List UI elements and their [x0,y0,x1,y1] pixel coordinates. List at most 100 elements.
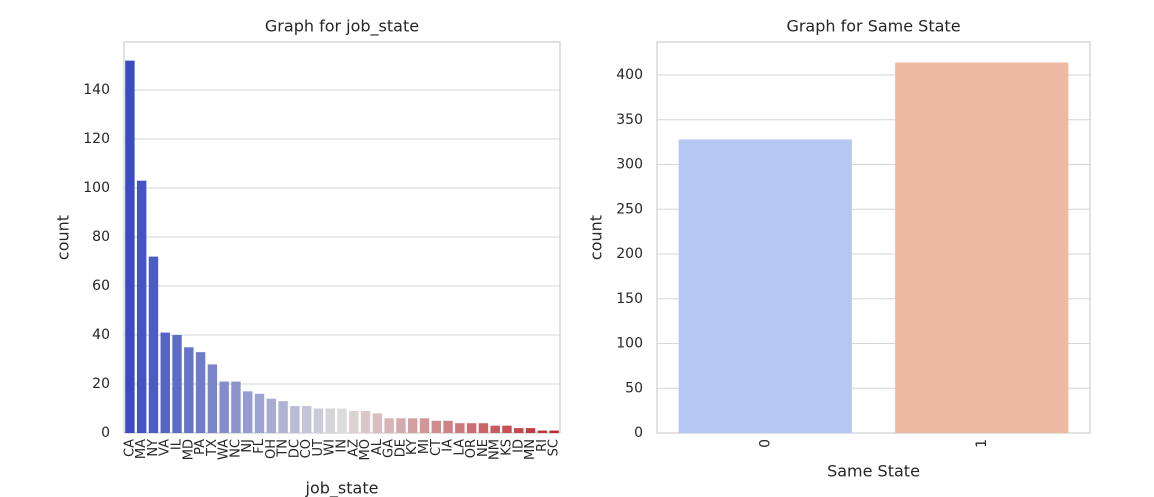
x-tick-label: 0 [757,439,773,448]
bar [478,423,489,433]
bar [160,332,170,433]
x-tick-label: OH [264,439,279,459]
y-tick-label: 250 [616,201,643,217]
bar [349,410,359,433]
bar [243,391,253,433]
bar [337,408,347,433]
chart-title: Graph for job_state [265,17,419,37]
x-tick-label: 1 [974,439,990,448]
bar [455,423,465,433]
y-tick-label: 400 [616,67,643,83]
x-tick-label: PA [193,439,208,455]
x-tick-label: CT [429,439,444,456]
x-tick-label: KS [499,439,514,456]
y-tick-label: 150 [616,291,643,307]
bar [407,418,418,433]
y-tick-label: 200 [616,246,643,262]
x-tick-label: AL [370,438,385,455]
x-tick-label: CO [299,439,314,458]
x-tick-label: TX [205,439,220,457]
y-axis-label: count [54,215,73,260]
x-tick-label: NE [476,439,491,457]
x-tick-label: MA [134,439,149,459]
bar [895,62,1069,433]
bar [254,393,265,433]
x-tick-label: MO [358,439,373,460]
y-tick-label: 50 [625,380,643,396]
x-tick-label: WI [323,439,338,456]
bar [219,381,229,433]
x-tick-label: AZ [346,439,361,457]
x-tick-label: CA [122,439,137,457]
x-tick-label: VA [158,439,173,456]
x-axis-label: Same State [827,462,920,481]
bar [678,139,852,433]
y-tick-label: 60 [92,278,110,294]
bar [419,418,430,433]
bar [537,430,548,433]
x-tick-label: IN [335,439,350,453]
x-tick-label: MI [417,439,432,454]
x-tick-label: RI [535,439,550,452]
x-tick-label: NY [146,439,161,457]
bar [278,401,288,433]
bar [514,428,524,433]
bar [466,423,477,433]
bar [549,430,559,433]
bar [125,60,135,433]
y-tick-label: 100 [83,180,110,196]
x-tick-label: TN [276,439,291,458]
x-tick-label: LA [452,439,467,456]
y-tick-label: 80 [92,229,110,245]
x-tick-label: MD [181,439,196,460]
bar [172,335,182,433]
bar [195,352,206,433]
bar [184,347,194,433]
bar [136,180,147,433]
bar [396,418,406,433]
y-tick-label: 0 [101,425,110,441]
x-tick-label: DC [287,439,302,458]
x-tick-label: FL [252,438,267,453]
y-tick-label: 300 [616,157,643,173]
x-tick-label: IL [170,438,185,450]
y-tick-label: 100 [616,336,643,352]
x-tick-label: ID [511,439,526,453]
y-tick-label: 20 [92,376,110,392]
y-tick-label: 0 [634,425,643,441]
bar [372,413,383,433]
chart-title: Graph for Same State [786,17,960,36]
x-tick-label: MN [523,439,538,460]
bar [266,398,277,433]
bar [290,406,300,433]
x-tick-label: DE [393,439,408,457]
bar [384,418,394,433]
y-axis-label: count [587,215,606,260]
bar [490,425,500,433]
x-tick-label: NJ [240,439,255,453]
bar [231,381,241,433]
plot-frame [656,41,1091,434]
x-tick-label: KY [405,439,420,455]
bar [325,408,335,433]
x-tick-label: NC [228,439,243,458]
x-axis-label: job_state [305,479,379,497]
bar [301,406,312,433]
x-tick-label: UT [311,439,326,457]
bar [360,410,371,433]
y-tick-label: 120 [83,131,110,147]
bar [431,420,441,433]
x-tick-label: NM [488,439,503,460]
y-tick-label: 350 [616,112,643,128]
bar [443,420,453,433]
x-tick-label: OR [464,439,479,458]
x-tick-label: WA [217,439,232,460]
bar [148,256,159,433]
bar [313,408,324,433]
bar [502,425,512,433]
bar [207,364,218,433]
x-tick-label: IA [441,439,456,452]
x-tick-label: SC [547,439,562,456]
y-tick-label: 40 [92,327,110,343]
